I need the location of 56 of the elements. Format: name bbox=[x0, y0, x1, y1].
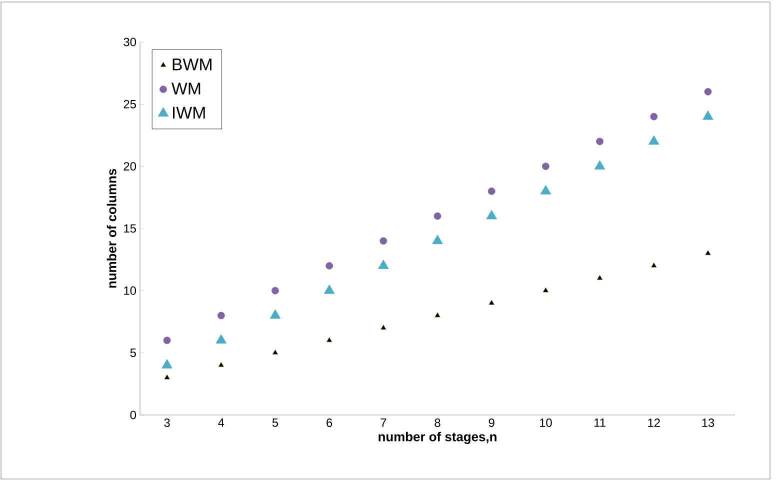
point bbox=[272, 349, 278, 355]
y-tick-label: 25 bbox=[124, 100, 136, 108]
point bbox=[704, 88, 712, 96]
point bbox=[542, 287, 549, 292]
legend-label: BWM bbox=[172, 58, 212, 70]
y-tick-label: 20 bbox=[124, 162, 136, 171]
x-tick-label: 5 bbox=[272, 418, 278, 427]
point bbox=[540, 185, 552, 194]
y-tick-label: 0 bbox=[130, 410, 136, 420]
legend-label: IWM bbox=[172, 106, 205, 118]
point bbox=[432, 234, 443, 244]
point bbox=[217, 312, 225, 320]
point bbox=[216, 334, 227, 344]
point bbox=[378, 260, 389, 269]
point bbox=[163, 336, 171, 344]
x-tick-label: 4 bbox=[218, 418, 224, 427]
y-tick-label: 10 bbox=[124, 286, 136, 295]
point bbox=[326, 262, 334, 270]
x-tick-label: 6 bbox=[326, 418, 332, 427]
x-tick-label: 8 bbox=[434, 418, 440, 427]
point bbox=[596, 138, 604, 146]
point bbox=[380, 324, 386, 330]
point bbox=[488, 300, 495, 305]
x-axis-title: number of stages,n bbox=[378, 432, 496, 444]
point bbox=[326, 337, 332, 342]
point bbox=[650, 262, 657, 268]
point bbox=[596, 274, 603, 280]
x-tick-label: 10 bbox=[540, 418, 552, 427]
point bbox=[218, 362, 224, 368]
point bbox=[486, 210, 497, 220]
x-tick-label: 3 bbox=[164, 418, 170, 427]
point bbox=[650, 112, 658, 120]
y-axis-title: number of columns bbox=[106, 168, 116, 288]
point bbox=[164, 374, 170, 380]
point bbox=[434, 212, 442, 220]
point bbox=[162, 359, 172, 368]
point bbox=[270, 309, 281, 319]
point bbox=[594, 160, 606, 170]
point bbox=[380, 237, 388, 245]
point bbox=[324, 284, 335, 294]
point bbox=[488, 188, 496, 195]
x-tick-label: 13 bbox=[702, 418, 714, 427]
point bbox=[542, 162, 550, 170]
legend-label: WM bbox=[172, 82, 200, 94]
x-tick-label: 12 bbox=[648, 418, 660, 427]
x-tick-label: 7 bbox=[380, 418, 386, 427]
y-tick-label: 30 bbox=[124, 38, 136, 46]
y-tick-label: 15 bbox=[124, 224, 136, 233]
point bbox=[272, 286, 279, 294]
point bbox=[702, 110, 714, 120]
point bbox=[705, 250, 711, 256]
point bbox=[648, 135, 660, 145]
x-tick-label: 11 bbox=[594, 418, 606, 427]
x-tick-label: 9 bbox=[488, 418, 494, 427]
y-tick-label: 5 bbox=[130, 348, 136, 357]
point bbox=[434, 312, 440, 318]
